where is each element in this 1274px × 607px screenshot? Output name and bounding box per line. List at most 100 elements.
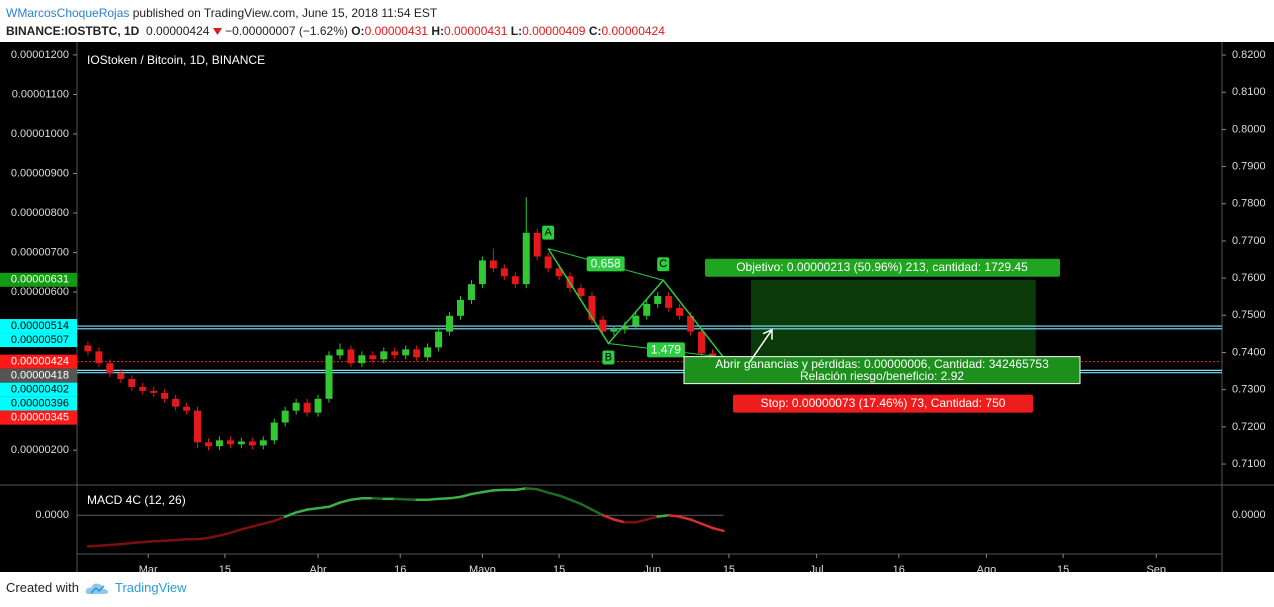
candle-body [84, 345, 92, 352]
macd-segment [218, 531, 232, 537]
target-label: Objetivo: 0.00000213 (50.96%) 213, canti… [736, 260, 1028, 274]
candle-body [117, 373, 125, 380]
ratio-label: 0.658 [591, 257, 621, 271]
macd-segment [152, 539, 166, 543]
candle-body [194, 410, 202, 443]
ohlc: O:0.00000431 H:0.00000431 L:0.00000409 C… [351, 24, 665, 38]
macd-tick-label: 0.0000 [1232, 509, 1266, 521]
candle-body [139, 386, 147, 391]
last-price: 0.00000424 [146, 24, 210, 38]
macd-segment [251, 522, 265, 528]
candle-body [632, 315, 640, 326]
macd-segment [262, 519, 276, 525]
y-tick-label: 0.00001000 [11, 128, 69, 140]
candle-body [478, 260, 486, 285]
point-label: A [544, 226, 552, 238]
footer: Created with TradingView [6, 580, 187, 595]
macd-segment [481, 489, 495, 494]
brand[interactable]: TradingView [114, 580, 187, 595]
macd-segment [579, 502, 594, 511]
y-tick-label: 0.00000600 [11, 286, 69, 298]
y-tick-label: 0.00000900 [11, 167, 69, 179]
price-label-box [0, 272, 77, 287]
macd-segment [470, 490, 484, 496]
macd-segment [514, 487, 528, 492]
price-label: 0.00000507 [11, 334, 69, 346]
macd-segment [305, 506, 320, 511]
candle-body [654, 296, 662, 304]
candle-body [336, 349, 344, 356]
macd-segment [174, 538, 188, 542]
candle-body [621, 325, 629, 330]
price-label: 0.00000396 [11, 398, 69, 410]
candle-body [435, 331, 443, 348]
published: published on TradingView.com, June 15, 2… [132, 6, 438, 20]
price-label: 0.00000345 [11, 412, 69, 424]
point-label: C [659, 258, 667, 270]
candle-body [369, 355, 377, 360]
point-box [542, 225, 555, 240]
candle-body [555, 268, 563, 277]
macd-segment [711, 526, 725, 533]
candle-body [456, 299, 464, 316]
candle-body [522, 232, 530, 285]
header-line: WMarcosChoqueRojas published on TradingV… [6, 4, 665, 22]
candle-body [128, 379, 136, 387]
point-box [602, 350, 615, 365]
macd-segment [119, 541, 134, 546]
ohlc-value: 0.00000431 [443, 24, 508, 38]
x-tick-label: Mayo [469, 564, 496, 572]
macd-segment [448, 495, 462, 500]
target-zone [750, 279, 1036, 362]
macd-segment [371, 497, 386, 501]
ohlc-key: H: [431, 24, 444, 38]
macd-segment [130, 540, 144, 545]
y2-tick-label: 0.8100 [1232, 86, 1266, 98]
candle-body [467, 284, 475, 300]
author[interactable]: WMarcosChoqueRojas [6, 6, 130, 20]
price-label: 0.00000402 [11, 384, 69, 396]
candle-body [687, 315, 695, 332]
price-label: 0.00000631 [11, 274, 69, 286]
macd-segment [283, 511, 298, 518]
x-tick-label: Ago [977, 564, 997, 572]
candle-body [347, 349, 355, 364]
macd-segment [700, 522, 714, 530]
candle-body [303, 402, 311, 413]
x-tick-label: Jun [643, 564, 661, 572]
candle-body [577, 288, 585, 297]
logo [85, 583, 108, 594]
macd-segment [141, 540, 155, 544]
candle-body [402, 349, 410, 356]
x-tick-label: 16 [394, 564, 406, 572]
y2-tick-label: 0.7900 [1232, 160, 1266, 172]
stop-box [733, 394, 1033, 413]
candle-body [413, 349, 421, 358]
x-tick-label: 15 [1057, 564, 1069, 572]
candle-body [588, 296, 596, 320]
macd-segment [316, 505, 331, 510]
y2-tick-label: 0.8200 [1232, 49, 1266, 61]
candle-body [226, 440, 234, 445]
y2-tick-label: 0.7200 [1232, 421, 1266, 433]
point-label: B [605, 351, 612, 363]
chart-title: IOStoken / Bitcoin, 1D, BINANCE [87, 53, 265, 67]
macd-segment [535, 488, 550, 494]
candle-body [511, 276, 519, 285]
y-tick-label: 0.00000700 [11, 246, 69, 258]
y-tick-label: 0.00000200 [11, 444, 69, 456]
candle-body [215, 440, 223, 447]
macd-segment [86, 544, 101, 548]
candle-body [150, 390, 158, 393]
candle-body [281, 410, 289, 423]
down-arrow [212, 28, 222, 35]
macd-segment [568, 498, 583, 506]
candle-body [270, 422, 278, 441]
macd-segment [294, 508, 309, 514]
macd-segment [207, 534, 221, 540]
macd-segment [612, 518, 627, 524]
y2-tick-label: 0.7100 [1232, 458, 1266, 470]
x-tick-label: 15 [219, 564, 231, 572]
candle-body [391, 351, 399, 356]
